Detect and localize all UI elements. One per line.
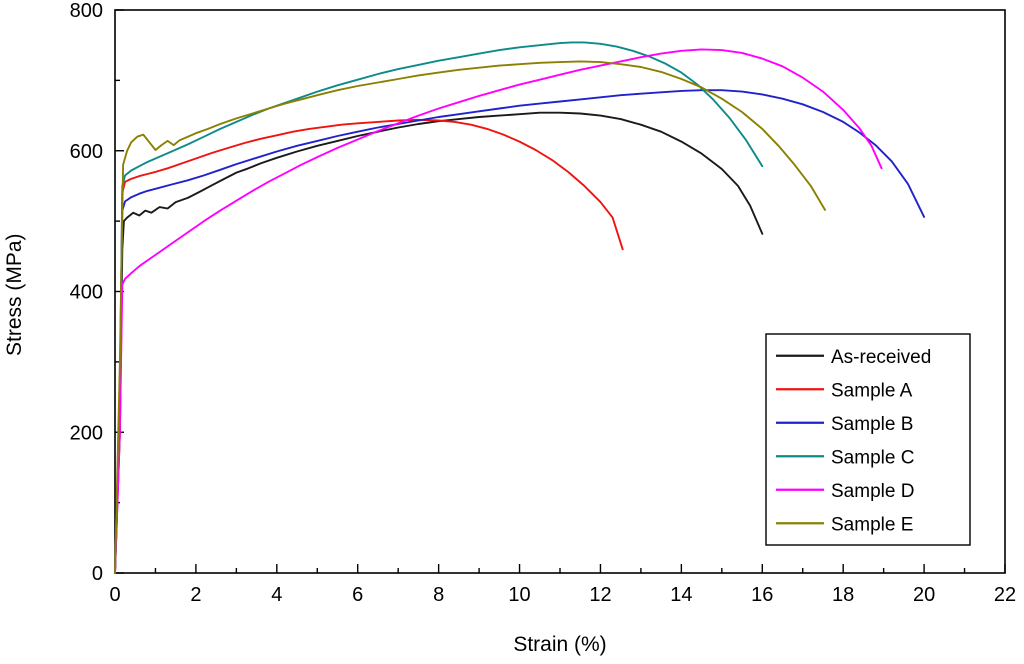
y-tick-label: 800 <box>70 0 103 22</box>
legend-entry-label: Sample A <box>831 380 913 401</box>
x-tick-label: 16 <box>751 584 773 606</box>
x-tick-label: 0 <box>109 584 120 606</box>
x-axis-title: Strain (%) <box>513 633 607 656</box>
x-tick-label: 20 <box>913 584 935 606</box>
y-tick-label: 400 <box>70 282 103 304</box>
x-tick-label: 4 <box>271 584 282 606</box>
x-tick-label: 6 <box>352 584 363 606</box>
legend-box <box>765 333 971 546</box>
x-tick-label: 18 <box>832 584 854 606</box>
legend-entry-label: Sample B <box>831 414 913 435</box>
series-line-sample-d <box>114 48 883 574</box>
legend-entry-label: Sample E <box>831 514 913 535</box>
y-tick-label: 200 <box>70 422 103 444</box>
y-tick-label: 0 <box>92 563 103 585</box>
x-tick-label: 12 <box>589 584 611 606</box>
series-line-sample-a <box>114 118 624 574</box>
legend-entry-label: Sample D <box>831 481 914 502</box>
x-tick-label: 22 <box>994 584 1016 606</box>
x-tick-label: 14 <box>670 584 692 606</box>
legend-entry-label: As-received <box>831 347 931 368</box>
x-tick-label: 2 <box>190 584 201 606</box>
series-line-sample-b <box>114 89 926 574</box>
series-line-sample-e <box>114 60 826 574</box>
series-line-as-received <box>114 111 764 574</box>
x-tick-label: 8 <box>433 584 444 606</box>
y-tick-label: 600 <box>70 141 103 163</box>
y-axis-title: Stress (MPa) <box>3 233 26 357</box>
legend-entry-label: Sample C <box>831 447 914 468</box>
x-tick-label: 10 <box>508 584 530 606</box>
